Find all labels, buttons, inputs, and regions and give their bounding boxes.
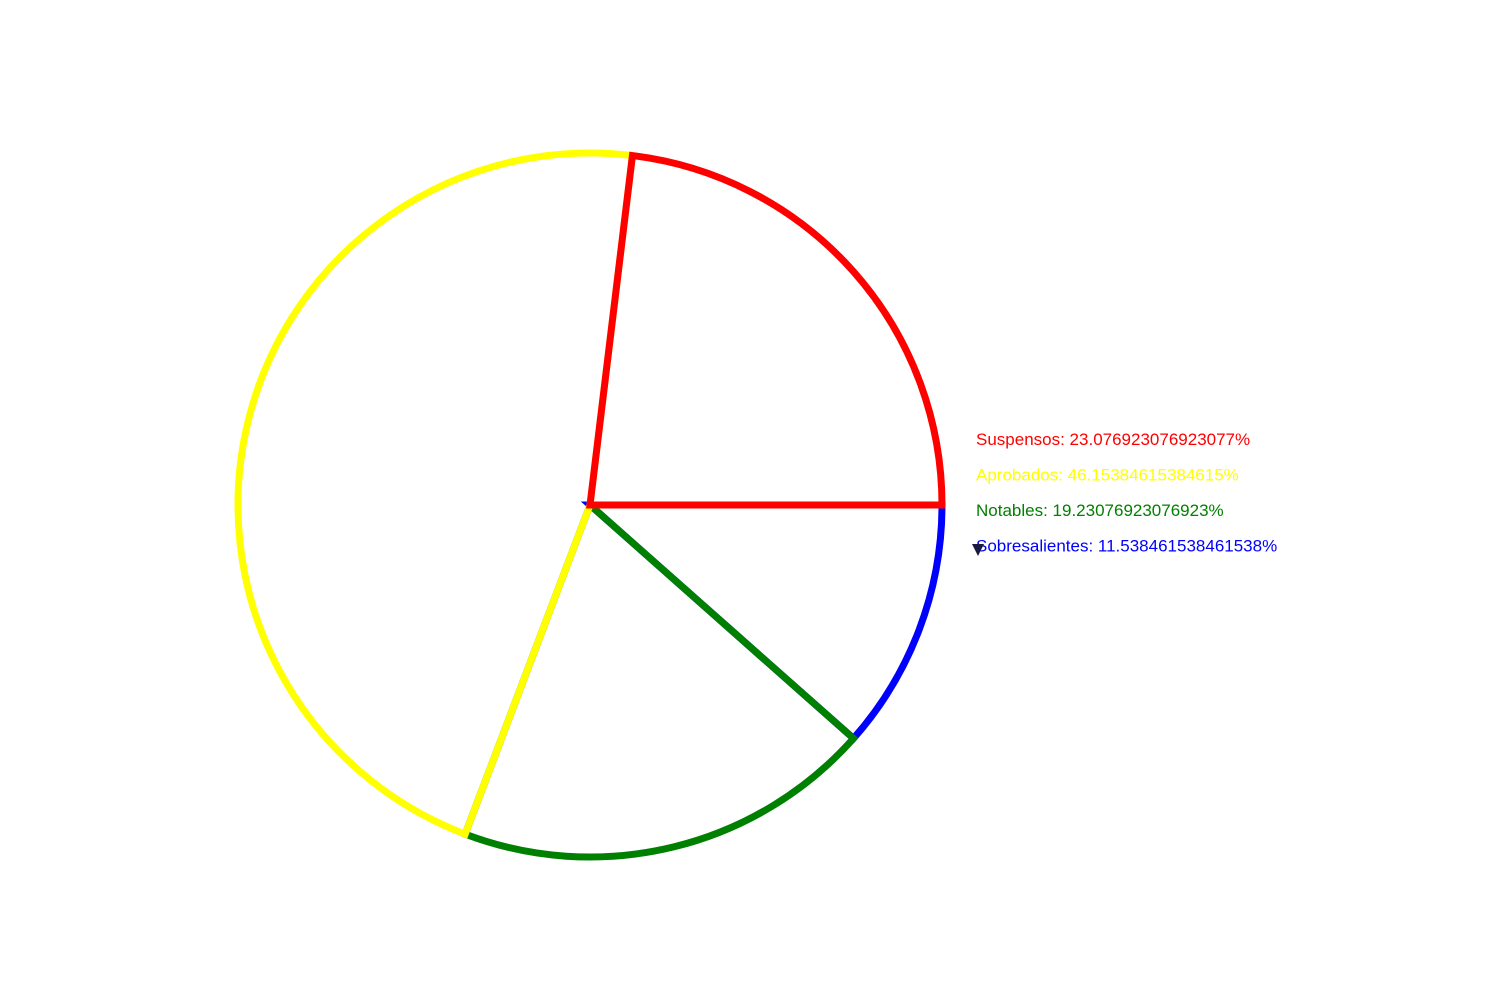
legend-label-notables: Notables: 19.23076923076923%: [976, 501, 1224, 520]
pie-slice-aprobados: [234, 149, 637, 839]
legend-label-sobresalientes: Sobresalientes: 11.538461538461538%: [976, 537, 1277, 556]
pie-slices: [234, 149, 946, 861]
pie-slice-suspensos: [586, 151, 946, 509]
legend: Suspensos: 23.076923076923077% Aprobados:…: [976, 430, 1277, 556]
legend-label-suspensos: Suspensos: 23.076923076923077%: [976, 430, 1250, 449]
legend-label-aprobados: Aprobados: 46.15384615384615%: [976, 466, 1239, 485]
mouse-pointer-icon: [972, 544, 984, 556]
pie-slice-notables: [460, 499, 859, 861]
pie-slice-sobresalientes: [580, 501, 946, 744]
